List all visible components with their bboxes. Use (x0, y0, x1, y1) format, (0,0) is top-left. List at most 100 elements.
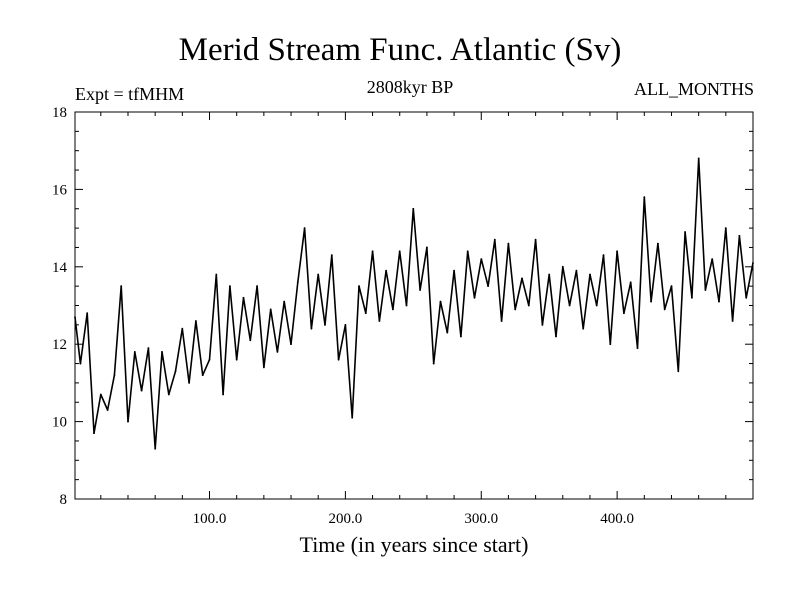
data-point (201, 374, 204, 377)
chart-title: Merid Stream Func. Atlantic (Sv) (178, 32, 622, 68)
data-point (263, 366, 265, 369)
data-point (371, 250, 374, 253)
data-point (507, 242, 510, 245)
data-point (555, 335, 557, 338)
data-point (636, 347, 639, 349)
data-point (317, 273, 320, 276)
data-point (718, 300, 720, 303)
data-point (419, 289, 421, 291)
data-point (324, 324, 326, 326)
data-point (534, 238, 537, 241)
data-point (161, 351, 163, 353)
data-point (181, 327, 184, 330)
data-point (453, 269, 455, 272)
data-point (276, 351, 279, 353)
data-point (677, 370, 680, 373)
data-point (684, 231, 686, 233)
data-point (595, 304, 598, 307)
data-point (310, 327, 313, 330)
data-point (487, 285, 489, 287)
data-point (514, 308, 517, 311)
y-tick-label: 8 (60, 492, 68, 508)
data-point (344, 324, 347, 326)
data-point (392, 308, 394, 311)
data-point (704, 289, 707, 291)
data-point (174, 370, 177, 373)
plot-frame (74, 111, 754, 500)
data-point (724, 227, 727, 230)
data-point (426, 246, 428, 249)
data-point (222, 393, 225, 396)
data-point (229, 285, 231, 287)
x-tick-label: 400.0 (600, 511, 634, 527)
data-point (188, 382, 191, 384)
data-point (460, 335, 462, 338)
data-point (561, 265, 564, 268)
data-point (215, 273, 218, 276)
data-point (412, 207, 415, 210)
data-point (541, 324, 544, 326)
data-point (249, 339, 252, 342)
data-point (738, 234, 741, 237)
data-point (167, 393, 170, 396)
data-point (86, 312, 89, 315)
experiment-label: Expt = tfMHM (75, 84, 185, 104)
data-point (303, 227, 306, 230)
x-axis-label: Time (in years since start) (299, 532, 529, 557)
data-point (405, 304, 408, 307)
data-point (432, 362, 435, 365)
data-point (575, 269, 578, 272)
data-point (398, 250, 401, 253)
data-point (446, 331, 449, 334)
y-tick-label: 12 (52, 337, 67, 353)
data-point (629, 281, 632, 284)
data-point (290, 343, 292, 346)
data-point (643, 196, 646, 199)
data-point (473, 296, 476, 299)
data-point (711, 258, 714, 260)
data-point (133, 351, 136, 353)
data-point (752, 262, 754, 264)
data-point (568, 304, 571, 307)
data-point (466, 250, 469, 253)
data-point (589, 273, 591, 276)
data-point (208, 358, 211, 361)
data-point (527, 304, 530, 307)
data-point (140, 389, 143, 392)
data-point (330, 254, 333, 257)
data-point (521, 277, 523, 280)
data-point (74, 316, 76, 318)
data-point (378, 320, 381, 322)
data-point (691, 296, 693, 299)
data-point (127, 420, 129, 423)
data-point (296, 281, 299, 284)
data-point (602, 254, 605, 257)
data-point (147, 347, 150, 349)
data-point (99, 393, 102, 396)
data-point (745, 296, 748, 299)
data-point (235, 358, 238, 361)
data-point (582, 327, 585, 330)
y-tick-label: 16 (52, 182, 68, 198)
data-point (609, 343, 612, 346)
data-point (364, 312, 367, 315)
data-point (351, 416, 354, 419)
data-point (500, 320, 503, 322)
data-point (731, 320, 734, 322)
data-point (623, 312, 625, 315)
series-line (74, 157, 754, 450)
period-label: 2808kyr BP (366, 77, 454, 97)
data-point (670, 285, 673, 287)
x-tick-label: 200.0 (329, 511, 363, 527)
data-point (269, 308, 272, 311)
y-tick-label: 18 (52, 105, 67, 121)
data-point (358, 285, 360, 287)
data-point (113, 374, 116, 377)
data-point (657, 242, 659, 245)
data-point (256, 285, 258, 287)
x-tick-label: 300.0 (464, 511, 498, 527)
data-point (385, 269, 387, 272)
data-point (337, 358, 340, 361)
data-point (439, 300, 442, 303)
